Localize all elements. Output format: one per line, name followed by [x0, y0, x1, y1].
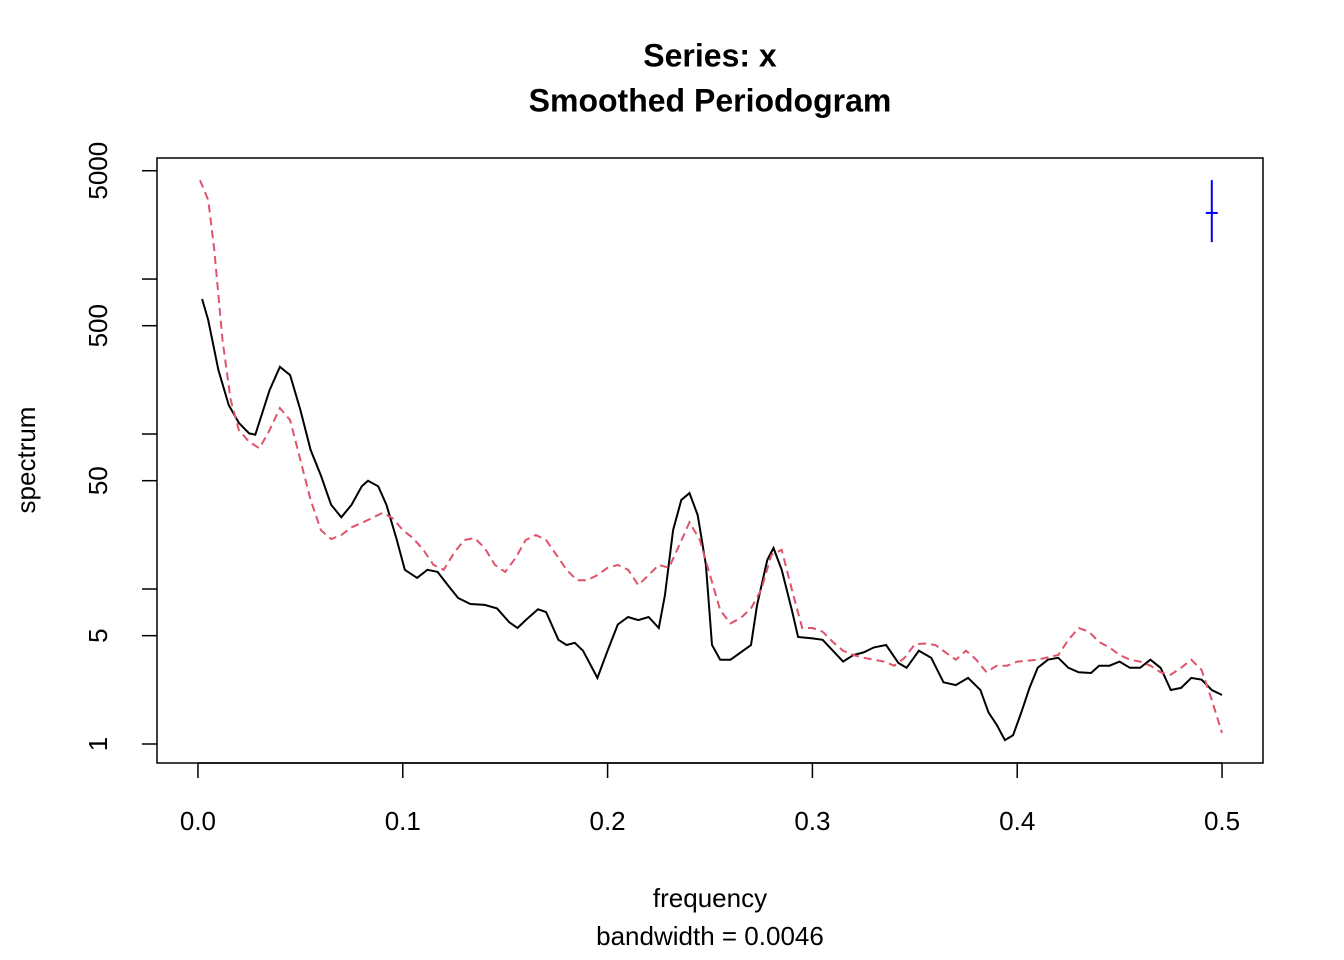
- x-axis-subtitle: bandwidth = 0.0046: [596, 921, 824, 951]
- x-axis-title: frequency: [653, 883, 767, 913]
- y-tick-label: 50: [83, 466, 113, 495]
- x-tick-label: 0.3: [794, 806, 830, 836]
- y-tick-label: 5000: [83, 142, 113, 200]
- x-tick-label: 0.5: [1204, 806, 1240, 836]
- x-tick-label: 0.0: [180, 806, 216, 836]
- y-tick-label: 1: [83, 737, 113, 751]
- series-line: [201, 298, 1223, 742]
- series-line: [199, 179, 1223, 734]
- x-tick-label: 0.2: [590, 806, 626, 836]
- x-tick-label: 0.1: [385, 806, 421, 836]
- y-tick-label: 500: [83, 304, 113, 347]
- y-tick-label: 5: [83, 628, 113, 642]
- x-tick-label: 0.4: [999, 806, 1035, 836]
- chart-subtitle: Smoothed Periodogram: [529, 82, 892, 118]
- plot-frame: [156, 157, 1264, 764]
- y-axis-title: spectrum: [11, 407, 41, 514]
- chart-title: Series: x: [643, 37, 777, 73]
